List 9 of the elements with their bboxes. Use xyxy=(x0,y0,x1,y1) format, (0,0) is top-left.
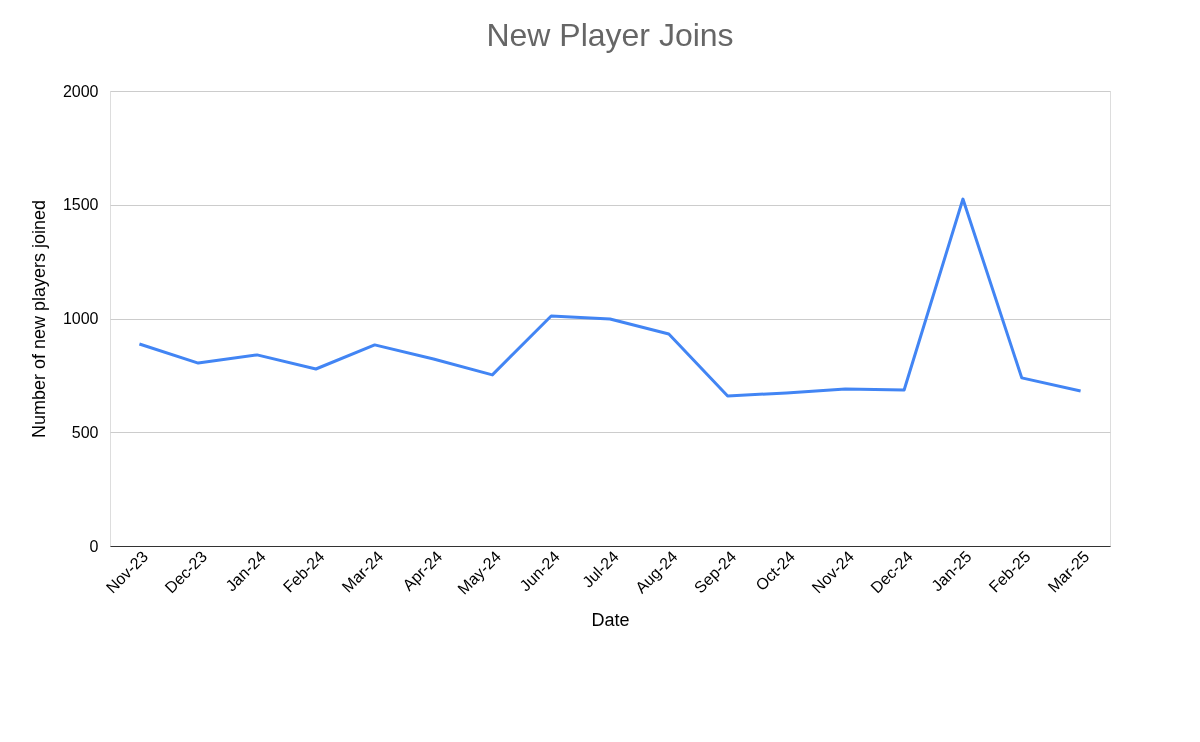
y-tick-label: 2000 xyxy=(62,82,99,100)
y-tick-label: 1000 xyxy=(62,310,99,327)
y-axis-title: Number of new players joined xyxy=(28,199,49,439)
chart-title: New Player Joins xyxy=(486,17,734,53)
line-series xyxy=(137,197,1083,398)
y-tick-label: 500 xyxy=(71,423,99,441)
y-tick-label: 0 xyxy=(89,537,99,555)
x-axis-title: Date xyxy=(591,609,630,630)
y-tick-label: 1500 xyxy=(62,196,99,214)
